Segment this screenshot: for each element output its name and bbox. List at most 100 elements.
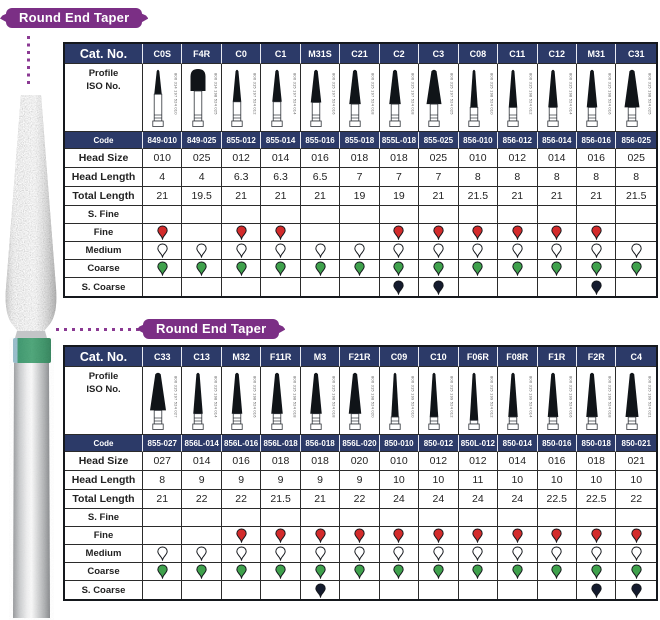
grit-cell — [380, 278, 420, 296]
grit-drop-icon — [512, 546, 523, 561]
grit-cell — [576, 260, 617, 278]
value-cell: 018 — [340, 149, 380, 168]
grit-drop-icon — [157, 546, 168, 561]
grit-cell — [498, 527, 538, 545]
grit-drop-icon — [631, 583, 642, 598]
grit-drop-icon — [472, 243, 483, 258]
s-fine-label: S. Fine — [65, 206, 143, 224]
section-banner-2: Round End Taper — [143, 319, 280, 339]
cat-cell: C12 — [537, 44, 577, 64]
value-cell: 016 — [221, 452, 262, 471]
grit-cell — [616, 278, 656, 296]
grit-cell — [340, 509, 380, 527]
value-cell: 014 — [261, 149, 301, 168]
svg-text:806 314 197 524 010: 806 314 197 524 010 — [174, 73, 179, 115]
grit-cell — [576, 545, 617, 563]
profile-cell: 806 315 199 524 014 — [498, 367, 538, 435]
grit-cell — [221, 509, 262, 527]
bur-profile-icon: 806 314 197 524 010 — [152, 69, 179, 127]
code-cell: 855-014 — [261, 132, 301, 149]
grit-drop-icon — [314, 243, 326, 258]
grit-cell — [616, 545, 656, 563]
grit-cell — [143, 224, 183, 242]
grit-drop-icon — [433, 261, 444, 276]
grit-cell — [576, 242, 617, 260]
profile-iso-label: Profile ISO No. — [65, 64, 143, 132]
grit-cell — [380, 581, 420, 599]
grit-drop-icon — [591, 261, 602, 276]
code-cell: 850-021 — [616, 435, 656, 452]
grit-cell — [340, 260, 380, 278]
grit-cell — [221, 242, 262, 260]
grit-cell — [459, 278, 499, 296]
cat-cell: C2 — [379, 44, 420, 64]
svg-text:806 315 199 524 010: 806 315 199 524 010 — [410, 376, 415, 418]
fine-label: Fine — [65, 224, 143, 242]
svg-text:806 315 198 524 018: 806 315 198 524 018 — [332, 376, 337, 418]
grit-cell — [221, 563, 262, 581]
s-coarse-label: S. Coarse — [65, 581, 143, 599]
cat-cell: C09 — [379, 347, 420, 367]
grit-drop-icon — [512, 528, 523, 543]
grit-cell — [261, 563, 301, 581]
grit-drop-icon — [275, 243, 286, 258]
grit-drop-icon — [551, 243, 562, 258]
grit-cell — [576, 563, 617, 581]
profile-cell: 806 314 198 524 025 — [182, 64, 222, 132]
svg-text:806 315 197 524 016: 806 315 197 524 016 — [332, 73, 337, 115]
grit-cell — [498, 563, 538, 581]
grit-cell — [498, 242, 538, 260]
cat-cell: M3 — [300, 347, 341, 367]
grit-drop-icon — [551, 528, 562, 543]
profile-cell: 806 315 197 524 018 — [340, 64, 380, 132]
grit-cell — [498, 581, 538, 599]
grit-cell — [458, 545, 499, 563]
value-cell: 7 — [419, 168, 459, 187]
value-cell: 010 — [143, 149, 183, 168]
profile-cell: 806 315 197 524 025 — [419, 64, 459, 132]
bur-profile-icon: 806 315 198 524 014 — [192, 372, 218, 430]
grit-drop-icon — [631, 546, 642, 561]
grit-cell — [616, 224, 656, 242]
value-cell: 014 — [498, 452, 538, 471]
value-cell: 020 — [340, 452, 380, 471]
profile-iso-label: Profile ISO No. — [65, 367, 143, 435]
svg-text:806 315 197 524 018: 806 315 197 524 018 — [410, 73, 415, 115]
cat-cell: C4 — [616, 347, 656, 367]
value-cell: 22.5 — [537, 490, 577, 509]
profile-cell: 806 315 199 524 012 — [458, 367, 499, 435]
grit-drop-icon — [591, 243, 602, 258]
grit-drop-icon — [472, 225, 483, 240]
code-cell: 850-012 — [419, 435, 459, 452]
grit-drop-icon — [631, 528, 642, 543]
grit-cell — [301, 581, 341, 599]
grit-cell — [261, 581, 301, 599]
grit-cell — [419, 509, 459, 527]
grit-cell — [261, 278, 301, 296]
grit-drop-icon — [591, 528, 602, 543]
grit-cell — [538, 581, 577, 599]
fine-label: Fine — [65, 527, 143, 545]
grit-cell — [576, 206, 617, 224]
grit-drop-icon — [591, 583, 602, 598]
grit-drop-icon — [235, 546, 247, 561]
value-cell: 8 — [576, 168, 617, 187]
grit-drop-icon — [314, 583, 326, 598]
code-cell: 856-016 — [576, 132, 617, 149]
grit-cell — [538, 278, 577, 296]
grit-cell — [301, 278, 341, 296]
code-cell: 855-027 — [143, 435, 183, 452]
grit-cell — [498, 224, 538, 242]
grit-cell — [340, 545, 380, 563]
value-cell: 24 — [498, 490, 538, 509]
grit-drop-icon — [235, 225, 247, 240]
code-cell: 850-014 — [498, 435, 538, 452]
spec-table: Cat. No. C0S F4R C0 C1 M31S C21 C2 C3 C08 C11 C12 M3… — [63, 42, 658, 298]
iso-no-label: ISO No. — [86, 383, 121, 395]
svg-text:806 315 198 524 010: 806 315 198 524 010 — [489, 73, 494, 115]
grit-cell — [340, 527, 380, 545]
grit-cell — [143, 242, 183, 260]
bur-profile-icon: 806 315 198 524 025 — [624, 69, 653, 127]
code-cell: 855L-018 — [379, 132, 420, 149]
bur-profile-icon: 806 315 198 524 014 — [547, 69, 573, 127]
